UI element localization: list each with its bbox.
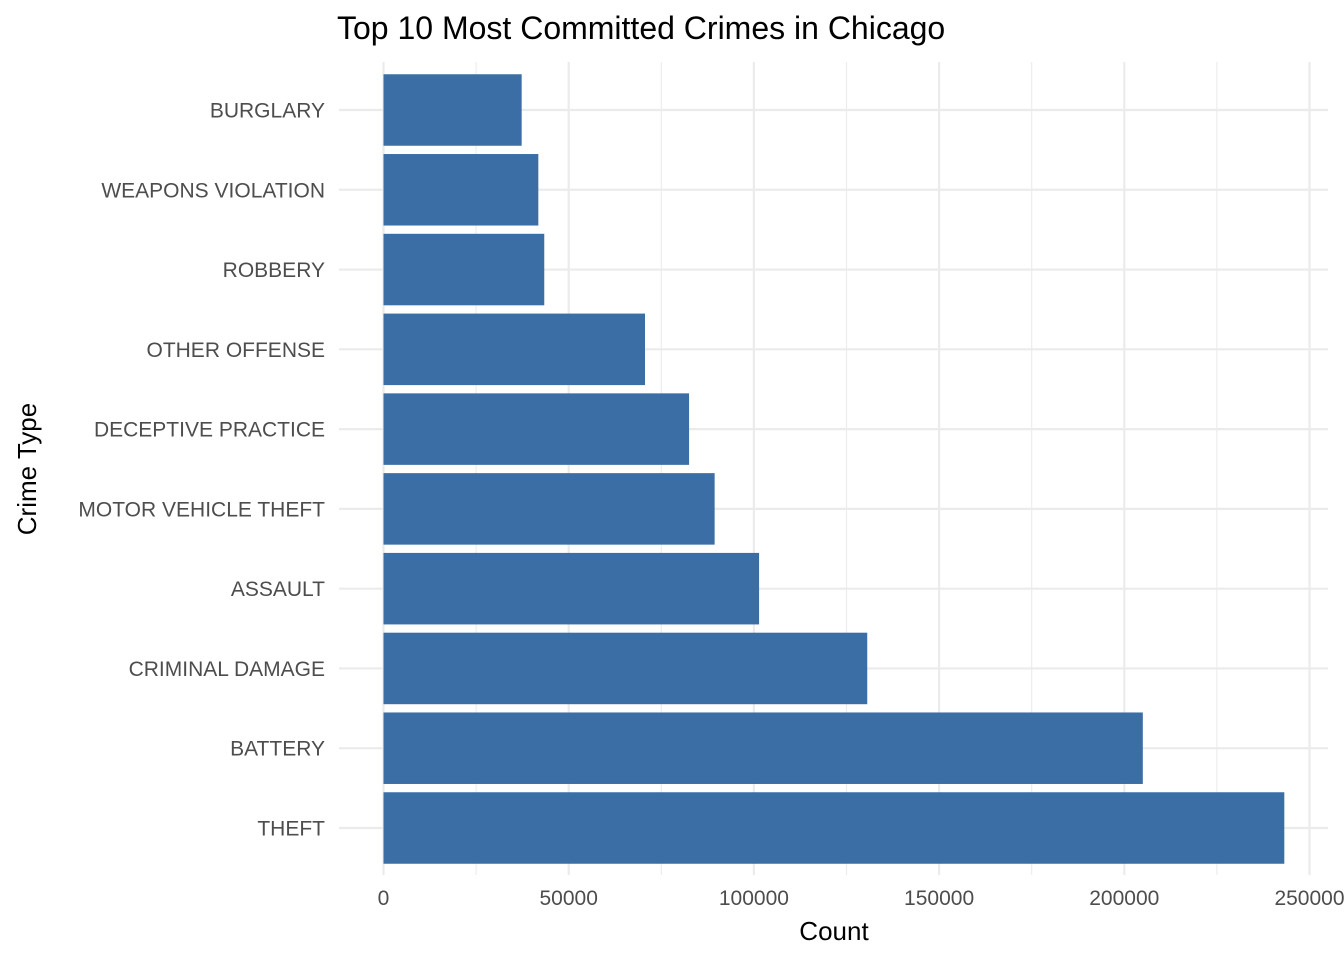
- bar-deceptive-practice: [383, 393, 690, 465]
- x-axis-title: Count: [799, 916, 869, 946]
- x-tick-label: 100000: [719, 887, 789, 910]
- x-tick-label: 250000: [1274, 887, 1344, 910]
- y-axis-title: Crime Type: [12, 403, 42, 535]
- bars: [383, 74, 1285, 864]
- x-tick-label: 150000: [904, 887, 974, 910]
- y-tick-label: DECEPTIVE PRACTICE: [94, 419, 325, 442]
- y-tick-label: ASSAULT: [231, 578, 325, 601]
- y-tick-label: BURGLARY: [210, 100, 325, 123]
- chart-title: Top 10 Most Committed Crimes in Chicago: [337, 10, 945, 46]
- y-tick-label: MOTOR VEHICLE THEFT: [78, 498, 325, 521]
- y-tick-label: WEAPONS VIOLATION: [101, 179, 325, 202]
- x-axis-tick-labels: 0 50000 100000 150000 200000 250000: [378, 887, 1344, 910]
- bar-motor-vehicle-theft: [383, 473, 715, 545]
- bar-battery: [383, 712, 1143, 784]
- y-tick-label: CRIMINAL DAMAGE: [129, 658, 325, 681]
- bar-theft: [383, 792, 1285, 864]
- y-tick-label: OTHER OFFENSE: [146, 339, 325, 362]
- bar-robbery: [383, 233, 545, 306]
- x-tick-label: 200000: [1089, 887, 1159, 910]
- y-tick-label: THEFT: [257, 818, 325, 841]
- bar-other-offense: [383, 313, 646, 386]
- bar-burglary: [383, 74, 522, 146]
- x-tick-label: 0: [378, 887, 390, 910]
- y-axis-tick-labels: BURGLARY WEAPONS VIOLATION ROBBERY OTHER OF…: [78, 100, 325, 841]
- bar-criminal-damage: [383, 632, 868, 705]
- bar-assault: [383, 552, 760, 625]
- x-tick-label: 50000: [539, 887, 597, 910]
- bar-weapons-violation: [383, 154, 539, 226]
- y-tick-label: ROBBERY: [223, 259, 325, 282]
- y-tick-label: BATTERY: [230, 738, 325, 761]
